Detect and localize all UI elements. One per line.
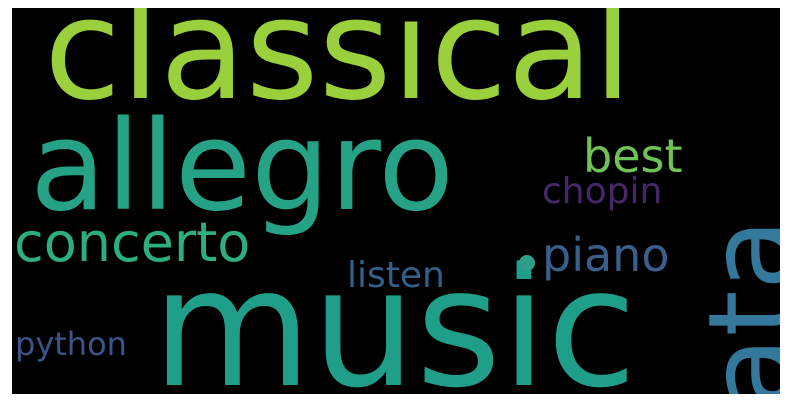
word-classical: classical (44, 8, 633, 132)
word-concerto: concerto (14, 211, 251, 274)
word-music: music (152, 233, 637, 395)
word-data: data (682, 218, 780, 394)
word-chopin: chopin (542, 171, 663, 212)
dot-mark (519, 255, 535, 271)
word-listen: listen (347, 255, 445, 296)
word-python: python (15, 325, 127, 363)
word-piano: piano (542, 228, 670, 282)
word-best: best (583, 129, 683, 183)
word-allegro: allegro (30, 95, 455, 239)
word-cloud-canvas: classical allegro concerto best chopin p… (12, 8, 780, 394)
